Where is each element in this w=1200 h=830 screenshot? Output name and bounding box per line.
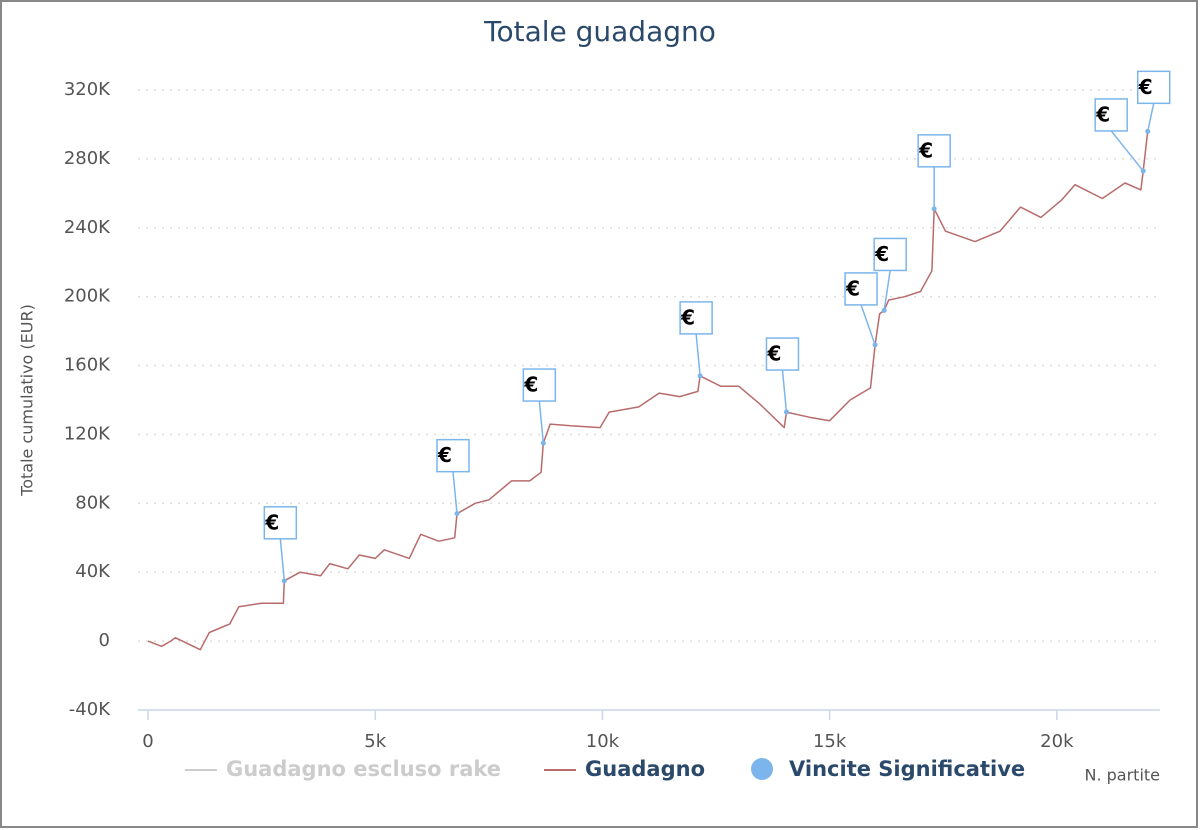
flag-connector	[1146, 103, 1155, 132]
y-tick-label: 280K	[64, 148, 111, 169]
y-tick-label: 80K	[75, 492, 111, 513]
flag-label: €	[437, 443, 452, 467]
flag-label: €	[845, 276, 860, 300]
y-tick-label: 40K	[75, 561, 111, 582]
x-tick-label: 5k	[364, 731, 386, 752]
flag-box	[679, 301, 713, 335]
y-tick-label: 320K	[64, 79, 111, 100]
chart-title: Totale guadagno	[483, 15, 716, 48]
legend-label: Guadagno	[585, 757, 705, 781]
flag-connector	[883, 270, 891, 311]
flag-box	[1094, 98, 1128, 132]
flag-label: €	[767, 342, 782, 366]
flag-box	[917, 134, 951, 168]
win-marker	[1140, 168, 1146, 174]
x-tick-label: 15k	[813, 731, 847, 752]
y-tick-label: 0	[99, 630, 110, 651]
x-tick-label: 10k	[586, 731, 620, 752]
flag-box	[263, 506, 298, 540]
flag-connector	[860, 304, 876, 346]
win-marker	[881, 307, 887, 313]
win-marker	[697, 373, 703, 379]
legend-symbol	[751, 758, 774, 780]
win-marker	[872, 342, 878, 348]
flag-label: €	[874, 242, 889, 266]
flag-label: €	[680, 305, 695, 329]
flag-label: €	[264, 510, 279, 534]
y-tick-label: -40K	[69, 699, 111, 720]
flag-box	[1136, 70, 1171, 105]
win-marker	[1145, 128, 1151, 134]
flag-connector	[695, 333, 701, 376]
y-tick-label: 120K	[64, 423, 111, 444]
flag-connector	[279, 538, 286, 581]
win-marker	[454, 511, 460, 517]
flag-box	[436, 438, 470, 473]
flag-box	[765, 337, 800, 371]
legend-label: Vincite Significative	[789, 757, 1025, 781]
y-tick-label: 160K	[64, 355, 111, 376]
flag-connector	[538, 400, 545, 444]
legend-item[interactable]: Vincite Significative	[751, 757, 1025, 781]
x-axis-title: N. partite	[1084, 766, 1160, 785]
legend-label: Guadagno escluso rake	[226, 757, 501, 781]
flag-connector	[1110, 130, 1144, 172]
flag-label: €	[1138, 75, 1153, 99]
flag-label: €	[523, 373, 538, 397]
data-line	[147, 131, 1149, 651]
flag-connector	[781, 369, 788, 413]
x-tick-label: 0	[142, 731, 153, 752]
win-marker	[931, 206, 937, 212]
flag-connector	[452, 471, 458, 514]
y-tick-label: 240K	[64, 217, 111, 238]
y-tick-label: 200K	[64, 286, 111, 307]
flag-box	[844, 272, 878, 306]
legend-item[interactable]: Guadagno escluso rake	[185, 757, 501, 781]
flag-label: €	[918, 138, 933, 162]
y-axis-title: Totale cumulativo (EUR)	[18, 304, 37, 497]
win-marker	[783, 409, 789, 415]
win-marker	[540, 440, 546, 446]
x-tick-label: 20k	[1040, 731, 1074, 752]
flag-label: €	[1095, 102, 1110, 126]
win-marker	[281, 578, 287, 584]
flag-box	[522, 368, 557, 402]
flag-box	[873, 237, 907, 272]
legend-item[interactable]: Guadagno	[544, 757, 705, 781]
